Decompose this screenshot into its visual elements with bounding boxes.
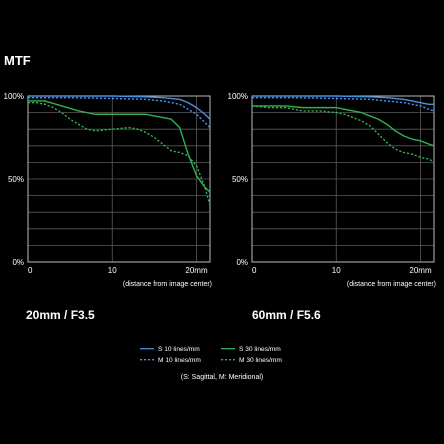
series-line-s-30-lines-mm: [252, 105, 435, 147]
series-line-m-10-lines-mm: [252, 96, 435, 112]
y-tick-label: 100%: [4, 92, 24, 101]
legend-label: M 10 lines/mm: [158, 357, 201, 364]
series-line-s-10-lines-mm: [28, 95, 211, 120]
x-tick-label: 20mm: [185, 266, 208, 275]
y-tick-label: 0%: [236, 258, 248, 267]
y-tick-label: 50%: [232, 175, 248, 184]
lens-label-60mm: 60mm / F5.6: [252, 308, 321, 322]
lens-label-20mm: 20mm / F3.5: [26, 308, 95, 322]
series-line-m-30-lines-mm: [251, 105, 435, 163]
y-tick-label: 100%: [228, 92, 248, 101]
legend-label: S 10 lines/mm: [158, 346, 200, 353]
y-tick-label: 50%: [8, 175, 24, 184]
series-line-s-30-lines-mm: [28, 100, 211, 193]
x-tick-label: 20mm: [409, 266, 432, 275]
mtf-chart-20mm: 100% 50% 0% 0 10 20mm (distance from image cen…: [4, 92, 212, 288]
chart-title: MTF: [4, 53, 31, 68]
mtf-chart-60mm: 100% 50% 0% 0 10 20mm (distance from image cen…: [228, 92, 436, 288]
legend-label: M 30 lines/mm: [239, 357, 282, 364]
series-line-m-10-lines-mm: [28, 96, 211, 129]
legend-note: (S: Sagittal, M: Meridional): [181, 374, 263, 381]
legend-label: S 30 lines/mm: [239, 346, 281, 353]
series-line-m-30-lines-mm: [28, 101, 211, 206]
series-line-s-10-lines-mm: [252, 95, 434, 106]
x-tick-label: 0: [28, 266, 33, 275]
x-tick-label: 10: [108, 266, 117, 275]
x-axis-caption: (distance from image center): [123, 281, 212, 288]
x-tick-label: 0: [252, 266, 257, 275]
legend: S 10 lines/mm M 10 lines/mm S 30 lines/mm M…: [140, 346, 282, 364]
x-tick-label: 10: [332, 266, 341, 275]
x-axis-caption: (distance from image center): [347, 281, 436, 288]
y-tick-label: 0%: [12, 258, 24, 267]
